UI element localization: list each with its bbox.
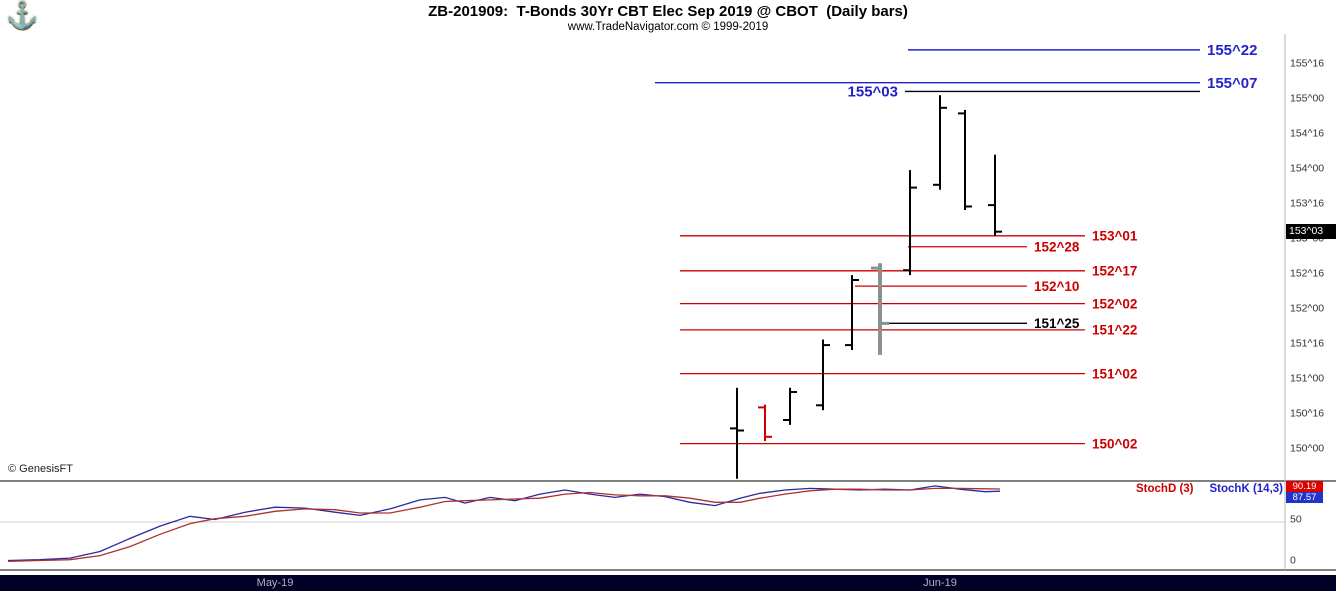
last-price-badge: 153^03 (1286, 224, 1336, 239)
price-axis-label: 154^00 (1290, 163, 1324, 175)
level-label: 152^17 (1092, 264, 1137, 279)
level-label: 152^28 (1034, 239, 1080, 254)
level-label: 153^01 (1092, 229, 1138, 244)
price-axis-label: 150^16 (1290, 408, 1324, 420)
level-label: 151^22 (1092, 323, 1137, 338)
price-axis-label: 155^16 (1290, 58, 1324, 70)
price-axis-label: 152^00 (1290, 303, 1324, 315)
price-axis-label: 153^16 (1290, 198, 1324, 210)
level-label: 151^02 (1092, 366, 1137, 381)
date-axis[interactable]: May-19 Jun-19 (0, 575, 1336, 591)
level-label: 155^22 (1207, 42, 1257, 59)
date-axis-label: May-19 (256, 577, 294, 589)
date-axis-label: Jun-19 (923, 577, 957, 589)
price-axis-label: 155^00 (1290, 93, 1324, 105)
price-axis-label: 152^16 (1290, 268, 1324, 280)
stoch-line (7, 487, 1001, 563)
price-axis-label: 151^16 (1290, 338, 1324, 350)
stoch-axis-label: 0 (1290, 555, 1296, 567)
level-label: 155^03 (848, 84, 898, 101)
stochk-value-badge: 87.57 (1286, 492, 1323, 503)
stochd-value-badge: 90.19 (1286, 481, 1323, 492)
genesisft-watermark: © GenesisFT (8, 463, 73, 475)
level-label: 152^02 (1092, 296, 1137, 311)
stoch-line (7, 485, 1001, 562)
chart-title: ZB-201909: T-Bonds 30Yr CBT Elec Sep 201… (428, 3, 908, 20)
price-axis-label: 151^00 (1290, 373, 1324, 385)
genesis-anchor-logo-icon: ⚓ (6, 0, 39, 30)
price-axis-label: 150^00 (1290, 443, 1324, 455)
level-label: 150^02 (1092, 436, 1137, 451)
chart-subtitle: www.TradeNavigator.com © 1999-2019 (567, 21, 769, 33)
stoch-axis-label: 50 (1290, 514, 1302, 526)
stoch-legend: StochD (3) StochK (14,3) (1136, 483, 1283, 495)
stochk-legend-label[interactable]: StochK (14,3) (1209, 483, 1284, 495)
level-label: 155^07 (1207, 75, 1257, 92)
level-label: 152^10 (1034, 279, 1079, 294)
stochd-legend-label[interactable]: StochD (3) (1136, 483, 1194, 495)
level-label: 151^25 (1034, 316, 1080, 331)
price-axis-label: 154^16 (1290, 128, 1324, 140)
